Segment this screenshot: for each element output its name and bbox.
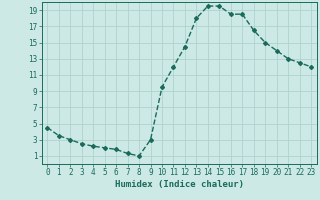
X-axis label: Humidex (Indice chaleur): Humidex (Indice chaleur): [115, 180, 244, 189]
